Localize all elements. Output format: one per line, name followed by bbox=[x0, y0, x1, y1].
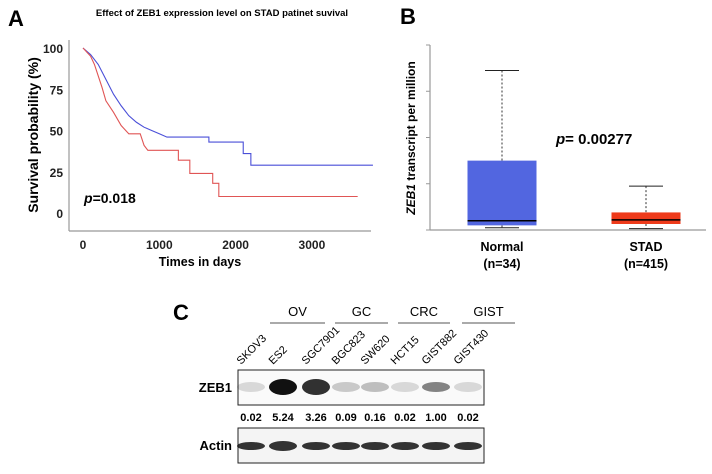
box-category-label: Normal bbox=[480, 240, 523, 254]
zeb1-band bbox=[422, 382, 450, 392]
actin-band bbox=[332, 442, 360, 450]
box-y-label: ZEB1 transcript per million bbox=[404, 61, 418, 215]
group-label: GIST bbox=[473, 304, 503, 319]
zeb1-band bbox=[361, 382, 389, 392]
km-x-tick: 1000 bbox=[146, 238, 173, 252]
km-curve-blue bbox=[82, 47, 373, 166]
km-title: Effect of ZEB1 expression level on STAD … bbox=[96, 8, 348, 19]
panel-label-b: B bbox=[400, 4, 416, 29]
box-stad bbox=[611, 185, 681, 230]
actin-band bbox=[454, 442, 482, 450]
km-x-tick: 3000 bbox=[299, 238, 326, 252]
actin-band bbox=[361, 442, 389, 450]
km-y-tick: 0 bbox=[56, 207, 63, 221]
km-y-tick: 25 bbox=[50, 166, 64, 180]
box-category-n: (n=415) bbox=[624, 257, 668, 271]
group-label: GC bbox=[352, 304, 372, 319]
zeb1-quant: 0.02 bbox=[240, 412, 261, 424]
group-label: OV bbox=[288, 304, 307, 319]
box-category-n: (n=34) bbox=[483, 257, 520, 271]
zeb1-quant: 0.02 bbox=[457, 412, 478, 424]
km-y-label: Survival probability (%) bbox=[25, 57, 41, 213]
box-p-value: p= 0.00277 bbox=[555, 131, 632, 148]
panel-label-c: C bbox=[173, 300, 189, 325]
zeb1-quant: 0.02 bbox=[394, 412, 415, 424]
km-curve-red bbox=[82, 47, 358, 198]
actin-band bbox=[302, 442, 330, 450]
lane-label: ES2 bbox=[267, 344, 290, 367]
lane-label: GIST430 bbox=[452, 328, 492, 368]
actin-band bbox=[269, 441, 297, 451]
km-y-tick: 100 bbox=[43, 42, 63, 56]
zeb1-quant: 3.26 bbox=[305, 412, 326, 424]
zeb1-quant: 1.00 bbox=[425, 412, 446, 424]
actin-band bbox=[422, 442, 450, 450]
panel-label-a: A bbox=[8, 6, 24, 31]
km-y-tick: 75 bbox=[50, 83, 64, 97]
zeb1-quant: 0.09 bbox=[335, 412, 356, 424]
actin-band bbox=[237, 442, 265, 450]
box-normal bbox=[467, 69, 537, 229]
km-p-value: p=0.018 bbox=[83, 190, 136, 206]
lane-label: HCT15 bbox=[389, 334, 422, 367]
km-axes bbox=[68, 40, 371, 232]
group-label: CRC bbox=[410, 304, 438, 319]
zeb1-band bbox=[237, 382, 265, 392]
box-iqr bbox=[467, 160, 537, 226]
km-x-tick: 2000 bbox=[222, 238, 249, 252]
actin-band bbox=[391, 442, 419, 450]
zeb1-band bbox=[391, 382, 419, 392]
zeb1-band bbox=[454, 382, 482, 392]
lane-label: SKOV3 bbox=[235, 333, 269, 367]
km-x-tick: 0 bbox=[80, 238, 87, 252]
row-label-zeb1: ZEB1 bbox=[199, 380, 232, 395]
row-label-actin: Actin bbox=[200, 438, 233, 453]
km-x-label: Times in days bbox=[159, 255, 241, 269]
km-y-tick: 50 bbox=[50, 125, 64, 139]
box-iqr bbox=[611, 212, 681, 224]
zeb1-band bbox=[332, 382, 360, 392]
zeb1-quant: 0.16 bbox=[364, 412, 385, 424]
zeb1-band bbox=[269, 379, 297, 395]
zeb1-quant: 5.24 bbox=[272, 412, 294, 424]
box-category-label: STAD bbox=[629, 240, 662, 254]
zeb1-band bbox=[302, 379, 330, 395]
